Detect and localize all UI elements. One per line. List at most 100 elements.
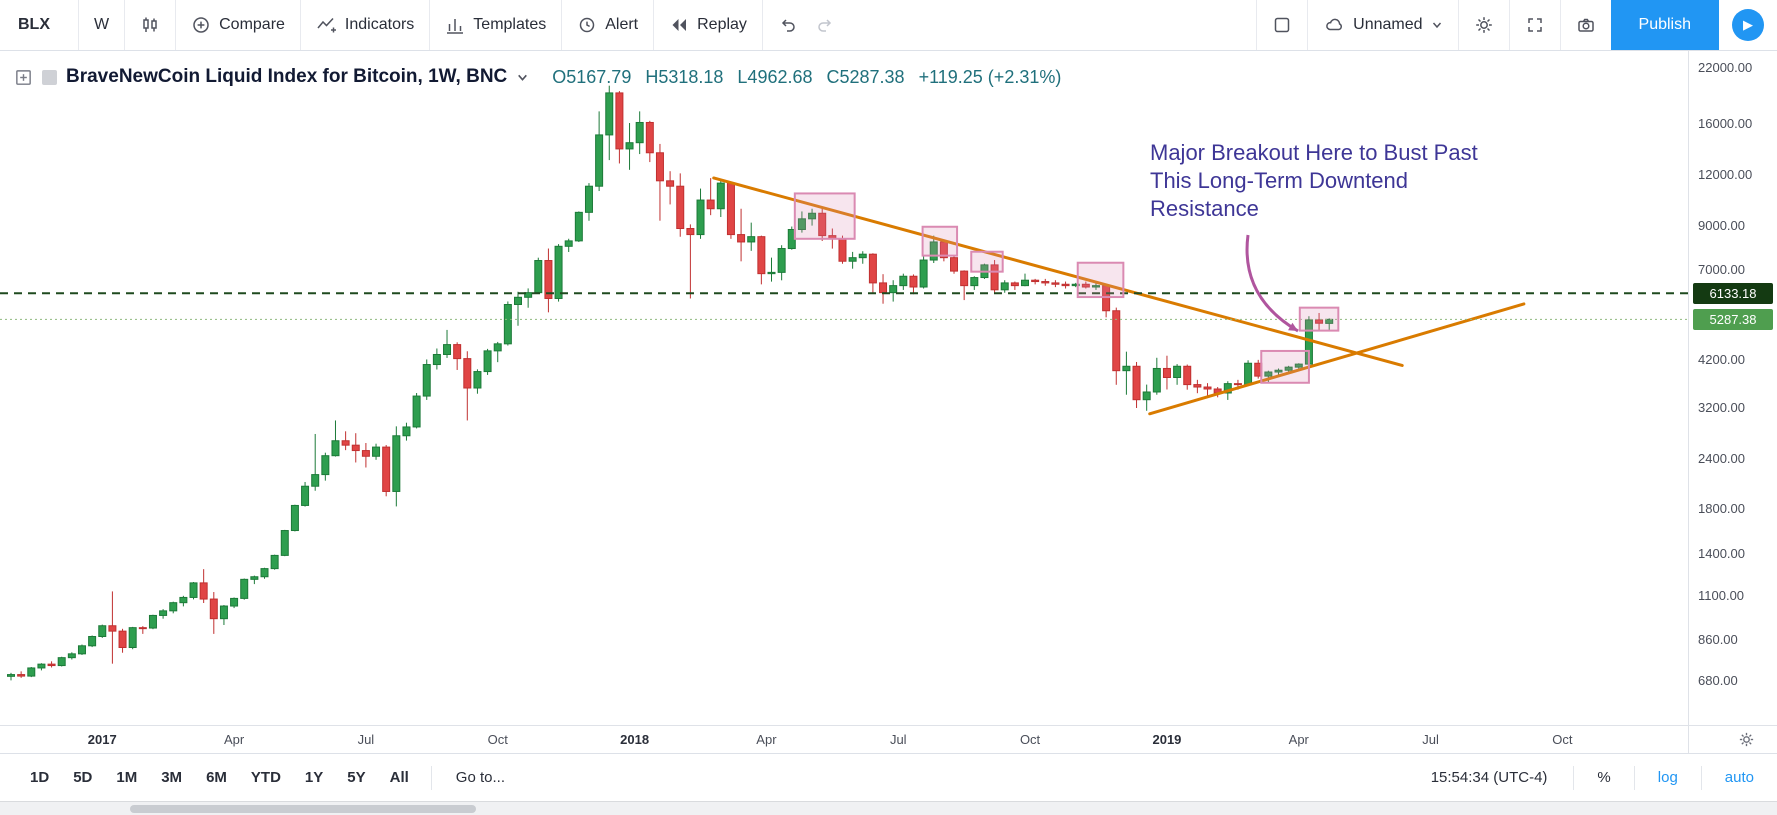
time-label: Jul: [1422, 732, 1439, 747]
toolbar-separator: [561, 0, 563, 50]
alert-clock-icon: [577, 15, 597, 35]
snapshot-button[interactable]: [1561, 0, 1611, 50]
price-badge: 6133.18: [1693, 282, 1773, 304]
layout-name-label: Unnamed: [1353, 16, 1423, 33]
axis-corner: [1688, 725, 1777, 753]
ohlc-close: C5287.38: [826, 66, 905, 87]
price-tick: 1800.00: [1698, 501, 1745, 517]
rewind-icon: [669, 15, 689, 35]
time-label: Apr: [756, 732, 777, 747]
undo-button[interactable]: [763, 0, 813, 50]
templates-button[interactable]: Templates: [430, 0, 561, 50]
replay-button[interactable]: Replay: [654, 0, 762, 50]
bottom-strip-segment[interactable]: [130, 805, 476, 813]
price-tick: 16000.00: [1698, 116, 1753, 132]
annotation-line-2: This Long-Term Downtend: [1150, 168, 1409, 193]
interval-button[interactable]: W: [79, 0, 124, 50]
log-scale-button[interactable]: log: [1657, 769, 1678, 786]
range-all-button[interactable]: All: [389, 769, 409, 786]
interval-label: W: [94, 16, 110, 33]
publish-button[interactable]: Publish: [1610, 0, 1719, 50]
time-label: Apr: [223, 732, 245, 747]
price-tick: 4200.00: [1698, 351, 1745, 367]
compare-plus-icon: [191, 15, 211, 35]
redo-arrow-icon: [815, 15, 835, 35]
time-label: Oct: [487, 732, 508, 747]
range-5d-button[interactable]: 5D: [73, 769, 93, 786]
range-5y-button[interactable]: 5Y: [347, 769, 366, 786]
redo-button[interactable]: [813, 0, 850, 50]
toolbar-separator: [299, 0, 301, 50]
time-label: Apr: [1288, 732, 1309, 747]
toolbar-separator: [1633, 765, 1635, 790]
price-tick: 860.00: [1698, 631, 1738, 647]
templates-label: Templates: [473, 16, 547, 33]
time-label: 2018: [620, 732, 650, 747]
play-button[interactable]: ▶: [1732, 9, 1764, 41]
layout-button[interactable]: [1257, 0, 1307, 50]
alert-button[interactable]: Alert: [562, 0, 653, 50]
play-wrap: ▶: [1719, 0, 1777, 50]
annotation-line-3: Resistance: [1150, 196, 1259, 221]
time-label: Jul: [357, 732, 375, 747]
bottom-strip: [0, 801, 1777, 815]
toolbar-separator: [1307, 0, 1309, 50]
cloud-icon: [1323, 15, 1345, 35]
publish-label: Publish: [1638, 16, 1691, 33]
add-panel-icon[interactable]: [14, 68, 33, 87]
compare-button[interactable]: Compare: [176, 0, 300, 50]
toolbar-separator: [1559, 0, 1561, 50]
candlestick-icon: [140, 15, 160, 35]
goto-button[interactable]: Go to...: [455, 769, 505, 786]
price-tick: 680.00: [1698, 672, 1738, 688]
range-1d-button[interactable]: 1D: [30, 769, 50, 786]
range-6m-button[interactable]: 6M: [206, 769, 227, 786]
range-3m-button[interactable]: 3M: [161, 769, 183, 786]
price-tick: 22000.00: [1698, 60, 1753, 75]
settings-button[interactable]: [1459, 0, 1509, 50]
toolbar-separator: [1457, 0, 1459, 50]
toolbar-separator: [429, 0, 431, 50]
price-tick: 1100.00: [1698, 588, 1745, 604]
save-layout-button[interactable]: Unnamed: [1308, 0, 1457, 50]
price-badge: 5287.38: [1693, 308, 1773, 330]
price-tick: 12000.00: [1698, 166, 1753, 182]
toolbar-separator: [1256, 0, 1258, 50]
chevron-down-icon: [1431, 19, 1443, 31]
indicators-label: Indicators: [344, 16, 415, 33]
ohlc-low: L4962.68: [737, 66, 813, 87]
chart-settings-gear-icon[interactable]: [1738, 731, 1755, 748]
templates-icon: [445, 15, 465, 35]
price-axis[interactable]: 22000.00 16000.00 12000.00 9000.00 7000.00 42…: [1688, 51, 1777, 725]
toolbar-separator: [761, 0, 763, 50]
time-axis[interactable]: 2017 Apr Jul Oct 2018 Apr Jul Oct 2019 Apr Jul Oct: [0, 725, 1688, 753]
layout-square-icon: [1272, 15, 1292, 35]
symbol-button[interactable]: BLX: [0, 0, 78, 50]
clock-timezone-button[interactable]: 15:54:34 (UTC-4): [1430, 769, 1548, 786]
auto-scale-button[interactable]: auto: [1724, 769, 1754, 786]
chart-area: BraveNewCoin Liquid Index for Bitcoin, 1…: [0, 51, 1777, 753]
range-ytd-button[interactable]: YTD: [250, 769, 281, 786]
undo-arrow-icon: [778, 15, 798, 35]
time-label: Jul: [889, 732, 907, 747]
chart-type-button[interactable]: [125, 0, 175, 50]
price-tick: 2400.00: [1698, 450, 1745, 466]
chart-title[interactable]: BraveNewCoin Liquid Index for Bitcoin, 1…: [66, 66, 508, 87]
price-tick: 3200.00: [1698, 399, 1745, 415]
range-1m-button[interactable]: 1M: [116, 769, 138, 786]
ohlc-high: H5318.18: [645, 66, 724, 87]
percent-scale-button[interactable]: %: [1597, 769, 1611, 786]
series-marker[interactable]: [42, 69, 57, 85]
range-1y-button[interactable]: 1Y: [304, 769, 324, 786]
toolbar-separator: [124, 0, 126, 50]
toolbar-separator: [1573, 765, 1575, 790]
indicators-button[interactable]: Indicators: [301, 0, 429, 50]
toolbar-separator: [78, 0, 79, 50]
toolbar-separator: [430, 765, 432, 790]
chevron-down-icon[interactable]: [516, 71, 529, 84]
chart-annotation-text[interactable]: Major Breakout Here to Bust Past This Lo…: [1150, 139, 1478, 223]
time-label: 2017: [87, 732, 117, 747]
toolbar-separator: [653, 0, 655, 50]
chart-canvas[interactable]: [0, 51, 1688, 725]
fullscreen-button[interactable]: [1510, 0, 1560, 50]
